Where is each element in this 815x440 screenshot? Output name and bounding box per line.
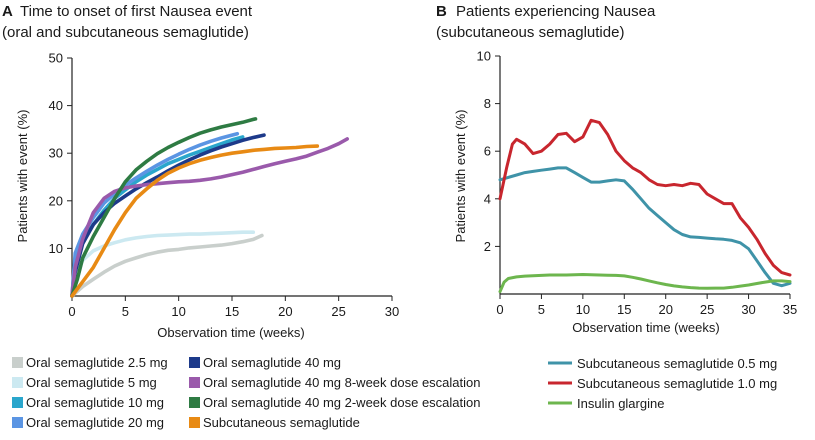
panel-b-xtick-label: 5 bbox=[538, 302, 545, 317]
panel-a-ytick-label: 20 bbox=[49, 193, 63, 208]
panel-a-ylabel: Patients with event (%) bbox=[15, 110, 30, 243]
panel-b-legend-label: Insulin glargine bbox=[577, 396, 664, 411]
panel-a-legend-label: Oral semaglutide 40 mg 8-week dose escal… bbox=[203, 375, 480, 390]
panel-b-legend-label: Subcutaneous semaglutide 0.5 mg bbox=[577, 356, 777, 371]
panel-b-xtick-label: 0 bbox=[496, 302, 503, 317]
panel-b-letter: B bbox=[436, 3, 447, 20]
panel-b-xlabel: Observation time (weeks) bbox=[572, 320, 719, 335]
panel-b-xtick-label: 30 bbox=[741, 302, 755, 317]
panel-b-legend-label: Subcutaneous semaglutide 1.0 mg bbox=[577, 376, 777, 391]
panel-a-legend-label: Oral semaglutide 10 mg bbox=[26, 395, 164, 410]
panel-a-legend-label: Oral semaglutide 40 mg bbox=[203, 355, 341, 370]
panel-a-xtick-label: 0 bbox=[68, 304, 75, 319]
panel-a-series-line-8 bbox=[70, 144, 320, 298]
panel-b-xtick-label: 20 bbox=[658, 302, 672, 317]
panel-b-legend: Subcutaneous semaglutide 0.5 mg Subcutane… bbox=[548, 356, 777, 411]
panel-a-xtick-label: 30 bbox=[385, 304, 399, 319]
panel-a-series-line-3 bbox=[70, 135, 245, 298]
panel-a-legend-label: Subcutaneous semaglutide bbox=[203, 415, 360, 430]
panel-a-ytick-label: 40 bbox=[49, 98, 63, 113]
panel-a-legend-swatch bbox=[12, 397, 23, 408]
panel-a-legend-swatch bbox=[12, 417, 23, 428]
panel-a-letter: A bbox=[2, 3, 13, 20]
panel-b-ytick-label: 10 bbox=[477, 49, 491, 64]
panel-a-title: Time to onset of first Nausea event bbox=[20, 3, 253, 20]
panel-a-xtick-label: 15 bbox=[225, 304, 239, 319]
panel-b-xtick-label: 25 bbox=[700, 302, 714, 317]
panel-a-series-line-6 bbox=[70, 137, 350, 298]
panel-a-xtick-label: 5 bbox=[122, 304, 129, 319]
panel-b-ytick-label: 8 bbox=[484, 96, 491, 111]
panel-a-subtitle: (oral and subcutaneous semaglutide) bbox=[2, 24, 249, 41]
panel-a-xtick-label: 20 bbox=[278, 304, 292, 319]
panel-a-xlabel: Observation time (weeks) bbox=[157, 325, 304, 340]
panel-b-series-line-2 bbox=[498, 118, 792, 277]
panel-b-plot: 0 5 10 15 20 25 30 35 2 4 6 8 10 bbox=[477, 49, 798, 318]
panel-a-series-line-7 bbox=[70, 117, 258, 298]
panel-b-ylabel: Patients with event (%) bbox=[453, 110, 468, 243]
panel-a-xtick-label: 25 bbox=[331, 304, 345, 319]
panel-b-series-line-3 bbox=[498, 273, 792, 294]
panel-a-ytick-label: 10 bbox=[49, 241, 63, 256]
panel-a-series-line-2 bbox=[70, 230, 256, 298]
panel-b-title: Patients experiencing Nausea bbox=[456, 3, 656, 20]
panel-a-legend-label: Oral semaglutide 2.5 mg bbox=[26, 355, 168, 370]
panel-a-plot: 0 5 10 15 20 25 30 10 20 30 40 50 bbox=[49, 51, 400, 320]
panel-b-series-line-1 bbox=[498, 166, 792, 288]
panel-a-legend-label: Oral semaglutide 5 mg bbox=[26, 375, 157, 390]
panel-a-legend-swatch bbox=[189, 397, 200, 408]
panel-a-legend-label: Oral semaglutide 20 mg bbox=[26, 415, 164, 430]
panel-a-legend-label: Oral semaglutide 40 mg 2-week dose escal… bbox=[203, 395, 480, 410]
panel-a-legend-swatch bbox=[189, 377, 200, 388]
panel-b-xtick-label: 10 bbox=[576, 302, 590, 317]
panel-a-ytick-label: 30 bbox=[49, 146, 63, 161]
panel-b-ytick-label: 4 bbox=[484, 191, 491, 206]
panel-b-ytick-label: 6 bbox=[484, 144, 491, 159]
panel-b-subtitle: (subcutaneous semaglutide) bbox=[436, 24, 624, 41]
panel-a-series-line-1 bbox=[70, 233, 264, 298]
panel-a-legend-swatch bbox=[189, 417, 200, 428]
panel-a-legend: Oral semaglutide 2.5 mg Oral semaglutide … bbox=[12, 355, 480, 430]
panel-b-ytick-label: 2 bbox=[484, 239, 491, 254]
panel-b-xtick-label: 15 bbox=[617, 302, 631, 317]
panel-a-series-line-5 bbox=[70, 133, 266, 298]
panel-a-xtick-label: 10 bbox=[171, 304, 185, 319]
panel-a-legend-swatch bbox=[12, 357, 23, 368]
panel-a-legend-swatch bbox=[12, 377, 23, 388]
panel-a-legend-swatch bbox=[189, 357, 200, 368]
panel-a-ytick-label: 50 bbox=[49, 51, 63, 66]
panel-b-xtick-label: 35 bbox=[783, 302, 797, 317]
